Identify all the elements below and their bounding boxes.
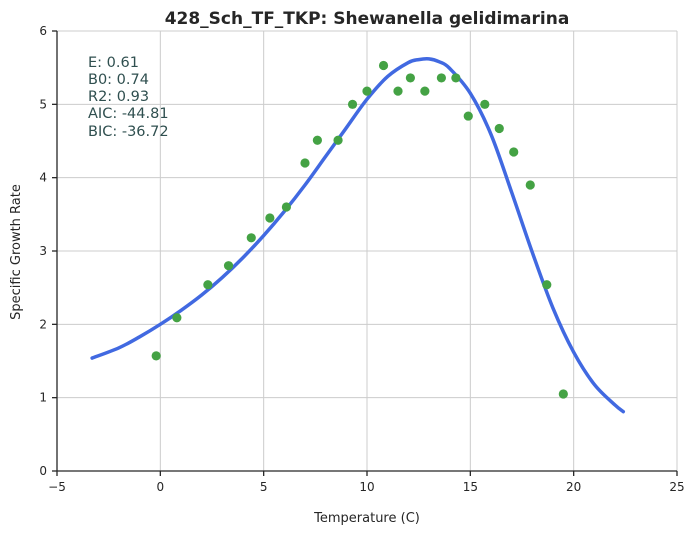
stat-bic: BIC: -36.72 [88, 124, 169, 140]
x-tick-label-3: 10 [359, 480, 374, 494]
data-point-10 [347, 99, 358, 109]
y-tick-label-1: 1 [39, 391, 47, 405]
y-axis-label: Specific Growth Rate [9, 184, 24, 320]
x-tick-label-5: 20 [566, 480, 581, 494]
data-point-23 [542, 280, 552, 290]
data-point-13 [393, 86, 403, 96]
stat-aic: AIC: -44.81 [88, 106, 169, 122]
data-point-8 [312, 135, 322, 145]
data-point-7 [300, 158, 310, 168]
data-point-20 [494, 123, 504, 134]
data-point-0 [151, 351, 161, 361]
fit-curve-layer [90, 56, 626, 414]
data-point-18 [463, 111, 473, 121]
x-axis-label: Temperature (C) [313, 511, 420, 526]
data-point-12 [378, 60, 389, 71]
data-point-14 [405, 73, 415, 83]
y-tick-label-0: 0 [39, 464, 47, 478]
data-point-3 [223, 261, 234, 271]
x-tick-label-4: 15 [463, 480, 478, 494]
stat-e: E: 0.61 [88, 55, 139, 71]
data-point-22 [525, 180, 535, 190]
data-point-5 [265, 213, 275, 223]
x-tick-label-1: 0 [157, 480, 165, 494]
x-tick-label-0: −5 [48, 480, 66, 494]
y-tick-label-3: 3 [39, 244, 47, 258]
data-point-4 [246, 233, 256, 243]
fit-curve [90, 56, 626, 414]
y-tick-label-5: 5 [39, 97, 47, 111]
chart-title: 428_Sch_TF_TKP: Shewanella gelidimarina [165, 9, 570, 29]
x-tick-label-6: 25 [669, 480, 684, 494]
data-point-17 [451, 73, 461, 83]
data-point-15 [420, 86, 430, 96]
grid [57, 30, 678, 471]
data-point-19 [480, 99, 490, 109]
data-points-layer [151, 60, 568, 399]
stat-r2: R2: 0.93 [88, 89, 149, 105]
y-tick-label-2: 2 [39, 317, 47, 331]
data-point-11 [362, 86, 372, 96]
data-point-2 [203, 280, 213, 290]
data-point-24 [558, 389, 568, 399]
data-point-6 [281, 202, 291, 212]
fit-statistics: E: 0.61 B0: 0.74 R2: 0.93 AIC: -44.81 BI… [88, 55, 169, 140]
data-point-16 [436, 73, 446, 83]
y-tick-label-4: 4 [39, 171, 47, 185]
data-point-21 [509, 147, 519, 157]
x-tick-label-2: 5 [260, 480, 268, 494]
data-point-9 [333, 135, 343, 145]
data-point-1 [172, 313, 182, 323]
stat-b0: B0: 0.74 [88, 72, 149, 88]
y-tick-label-6: 6 [39, 24, 47, 38]
